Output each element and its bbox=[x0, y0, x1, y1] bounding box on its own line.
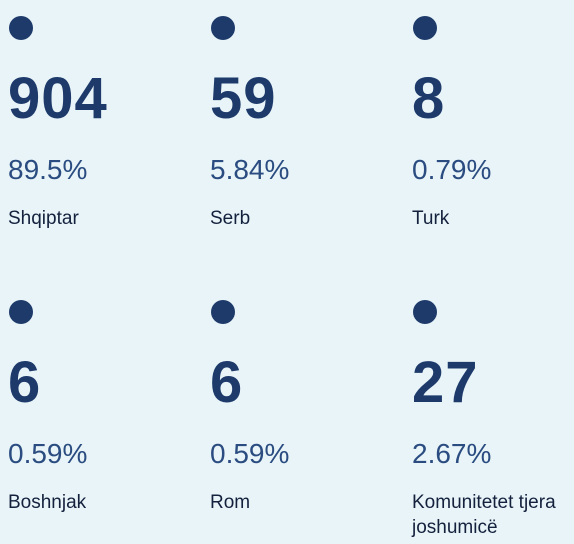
stat-item: 904 89.5% Shqiptar bbox=[8, 16, 168, 231]
stat-dot bbox=[211, 300, 235, 324]
stat-label: Shqiptar bbox=[8, 208, 79, 229]
stat-label: Turk bbox=[412, 208, 450, 229]
stat-percent: 0.59% bbox=[8, 438, 88, 469]
stat-dot bbox=[413, 16, 437, 40]
stat-label: Boshnjak bbox=[8, 492, 87, 513]
stat-dot bbox=[9, 16, 33, 40]
stat-count: 6 bbox=[210, 350, 244, 415]
stat-label: Serb bbox=[210, 208, 251, 229]
stat-count: 27 bbox=[412, 350, 479, 415]
stat-percent: 5.84% bbox=[210, 154, 290, 185]
stat-percent: 2.67% bbox=[412, 438, 492, 469]
stat-dot bbox=[211, 16, 235, 40]
stat-percent: 0.79% bbox=[412, 154, 492, 185]
stat-item: 8 0.79% Turk bbox=[412, 16, 572, 231]
stat-item: 6 0.59% Boshnjak bbox=[8, 300, 168, 515]
stat-percent: 0.59% bbox=[210, 438, 290, 469]
stat-dot bbox=[9, 300, 33, 324]
stat-item: 6 0.59% Rom bbox=[210, 300, 370, 515]
stat-label: Rom bbox=[210, 492, 251, 513]
stat-count: 8 bbox=[412, 66, 446, 131]
stat-item: 27 2.67% Komunitetet tjera joshumicë bbox=[412, 300, 572, 540]
stat-count: 6 bbox=[8, 350, 42, 415]
stat-label: Komunitetet tjera joshumicë bbox=[412, 492, 556, 538]
stat-count: 59 bbox=[210, 66, 277, 131]
stat-percent: 89.5% bbox=[8, 154, 88, 185]
stat-dot bbox=[413, 300, 437, 324]
stat-item: 59 5.84% Serb bbox=[210, 16, 370, 231]
stat-count: 904 bbox=[8, 66, 108, 131]
